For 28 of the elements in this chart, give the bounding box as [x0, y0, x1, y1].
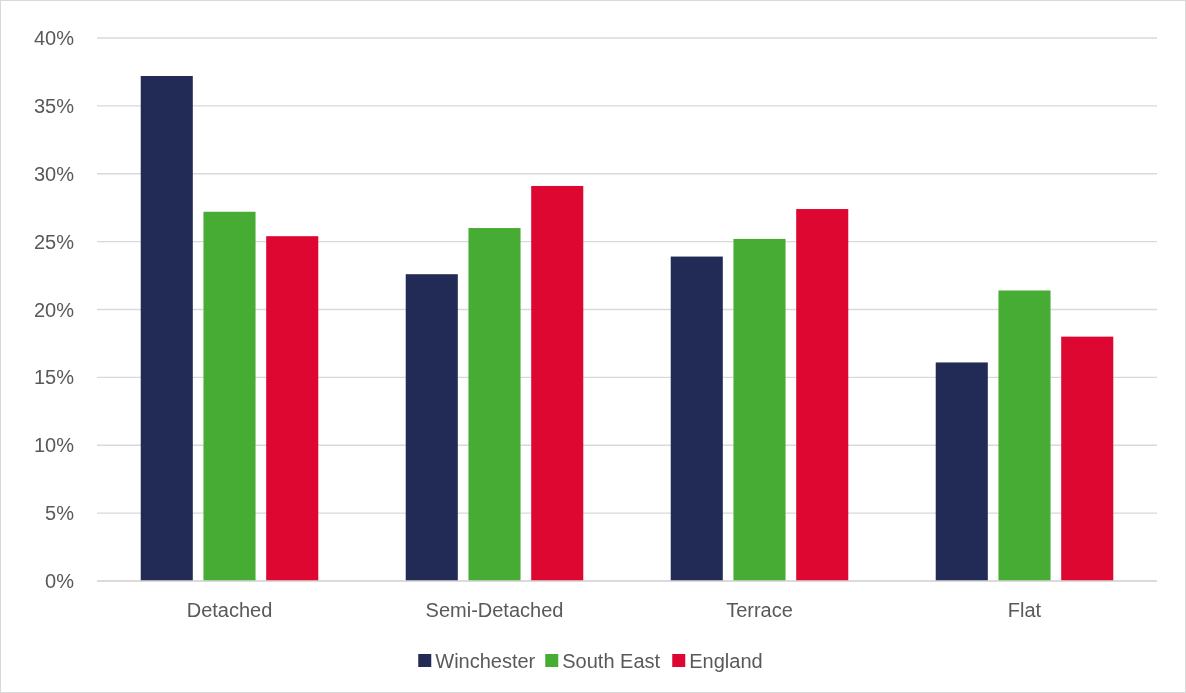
legend-label: South East	[562, 650, 661, 672]
bar	[796, 209, 849, 581]
x-tick-label: Detached	[186, 599, 273, 621]
bar	[203, 211, 256, 581]
legend-label: England	[689, 650, 763, 672]
y-tick-label: 10%	[33, 434, 75, 457]
bar	[531, 185, 584, 581]
y-tick-label: 5%	[45, 502, 75, 525]
bar	[998, 290, 1051, 581]
x-tick-label: Terrace	[726, 599, 793, 621]
bar	[670, 256, 723, 581]
y-tick-label: 25%	[33, 230, 75, 253]
bar	[405, 274, 458, 581]
bar	[468, 228, 521, 581]
bar	[140, 76, 193, 581]
bar	[1061, 336, 1114, 581]
x-tick-label: Semi-Detached	[425, 599, 564, 621]
bar	[266, 236, 319, 581]
y-tick-label: 15%	[33, 366, 75, 389]
bar	[733, 238, 786, 581]
y-tick-label: 35%	[33, 94, 75, 117]
y-tick-label: 0%	[45, 570, 75, 592]
x-tick-label: Flat	[1007, 599, 1042, 621]
y-tick-label: 40%	[33, 27, 75, 49]
legend-label: Winchester	[435, 650, 536, 672]
y-tick-label: 20%	[33, 298, 75, 321]
bar	[935, 362, 988, 581]
y-tick-label: 30%	[33, 162, 75, 185]
